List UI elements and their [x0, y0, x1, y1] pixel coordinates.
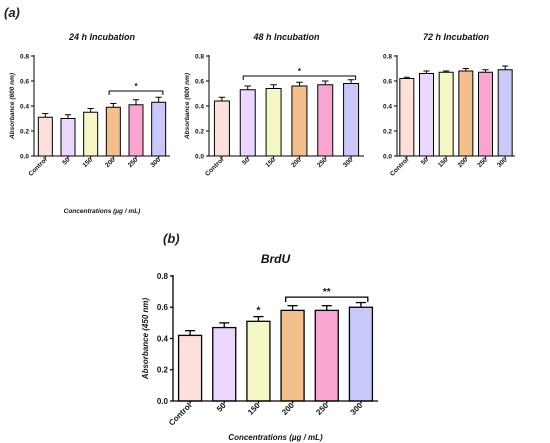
chart-title: BrdU	[261, 252, 291, 266]
y-tick-label: 0.6	[157, 303, 169, 312]
x-tick-label: 250	[476, 156, 489, 169]
bar-200	[291, 85, 308, 157]
x-tick-label: 50	[61, 156, 71, 166]
y-tick-label: 0.2	[20, 128, 29, 135]
bar-50	[419, 73, 434, 157]
y-tick-label: 0.4	[195, 103, 204, 110]
chart-title: 24 h Incubation	[68, 32, 136, 42]
chart-3: 72 h Incubation 0.0 0.2 0.4 0.6 0.8 Control 50 1…	[383, 32, 515, 178]
bar-control	[213, 100, 230, 157]
bar-250	[314, 309, 339, 402]
x-tick-label: 150	[246, 401, 262, 417]
x-tick-label: Control	[204, 156, 225, 177]
y-tick-label: 0.8	[157, 272, 169, 281]
bar-50	[239, 89, 256, 157]
y-tick-label: 0.4	[157, 334, 169, 343]
x-tick-label: 200	[104, 156, 117, 169]
x-tick-label: Control	[27, 156, 48, 177]
x-tick-label: 250	[314, 401, 330, 417]
panel-label-b: (b)	[163, 231, 180, 246]
bar-50	[60, 118, 76, 157]
significance-bracket	[285, 296, 369, 303]
y-tick-label: 0.0	[195, 153, 204, 160]
y-axis-label: Absorbance (450 nm)	[141, 297, 150, 380]
bar-250	[317, 84, 334, 157]
x-tick-label: 300	[342, 156, 355, 169]
panel-label-a: (a)	[4, 5, 20, 20]
bar-250	[128, 104, 144, 157]
x-tick-label: 200	[280, 401, 296, 417]
bar-200	[105, 106, 121, 157]
y-tick-label: 0.2	[383, 128, 392, 135]
x-tick-label: 150	[81, 156, 94, 169]
x-tick-label: Control	[389, 156, 410, 177]
x-tick-label: 50	[215, 401, 228, 414]
y-tick-label: 0.0	[157, 397, 169, 406]
y-tick-label: 0.8	[195, 53, 204, 60]
y-tick-label: 0.4	[20, 103, 29, 110]
bar-control	[37, 116, 53, 157]
x-tick-label: 250	[127, 156, 140, 169]
significance-marker: **	[323, 287, 331, 298]
x-tick-label: 250	[316, 156, 329, 169]
x-tick-label: 300	[496, 156, 509, 169]
x-tick-label: 200	[290, 156, 303, 169]
chart-1: 24 h Incubation 0.0 0.2 0.4 0.6 0.8 Control 50 1…	[9, 32, 170, 215]
y-axis-label: Absorbance (600 nm)	[9, 73, 16, 140]
charts-container: 24 h Incubation 0.0 0.2 0.4 0.6 0.8 Control 50 1…	[9, 32, 515, 442]
y-tick-label: 0.6	[20, 78, 29, 85]
x-tick-label: 50	[241, 156, 251, 166]
bar-300	[343, 83, 360, 157]
significance-bracket	[242, 75, 357, 80]
x-tick-label: 150	[264, 156, 277, 169]
bar-200	[280, 309, 305, 402]
bar-150	[438, 71, 454, 157]
y-tick-label: 0.6	[195, 78, 204, 85]
bar-250	[478, 71, 493, 157]
y-tick-label: 0.4	[383, 103, 392, 110]
bar-300	[348, 306, 374, 402]
bar-significance-marker: *	[256, 306, 260, 317]
x-tick-label: Control	[167, 401, 193, 427]
bar-control	[177, 334, 203, 402]
y-tick-label: 0.8	[383, 53, 392, 60]
y-tick-label: 0.8	[20, 53, 29, 60]
chart-4: BrdU 0.0 0.2 0.4 0.6 0.8 Control 50 150 200 250 300…	[141, 252, 378, 442]
y-tick-label: 0.0	[383, 153, 392, 160]
bar-200	[458, 70, 474, 157]
x-tick-label: 200	[457, 156, 470, 169]
y-tick-label: 0.2	[195, 128, 204, 135]
y-tick-label: 0.2	[157, 366, 169, 375]
bar-50	[212, 326, 237, 402]
x-tick-label: 50	[420, 156, 430, 166]
significance-marker: *	[134, 82, 138, 91]
bar-150	[265, 88, 282, 157]
bar-150	[83, 111, 99, 157]
chart-2: 48 h Incubation 0.0 0.2 0.4 0.6 0.8 Control 50 1…	[184, 32, 364, 178]
bar-150	[246, 320, 271, 402]
bar-300	[151, 101, 167, 157]
x-tick-label: 300	[149, 156, 162, 169]
bar-control	[399, 78, 415, 157]
x-tick-label: 150	[437, 156, 450, 169]
chart-title: 48 h Incubation	[252, 32, 320, 42]
y-axis-label: Absorbance (600 nm)	[184, 73, 191, 140]
x-tick-label: 300	[349, 401, 365, 417]
y-tick-label: 0.0	[20, 153, 29, 160]
chart-title: 72 h Incubation	[423, 32, 490, 42]
y-tick-label: 0.6	[383, 78, 392, 85]
bar-300	[497, 69, 513, 157]
x-axis-label: Concentrations (µg / mL)	[228, 433, 323, 442]
significance-bracket	[108, 90, 164, 95]
significance-marker: *	[298, 67, 302, 76]
x-axis-label: Concentrations (µg / mL)	[64, 208, 141, 215]
